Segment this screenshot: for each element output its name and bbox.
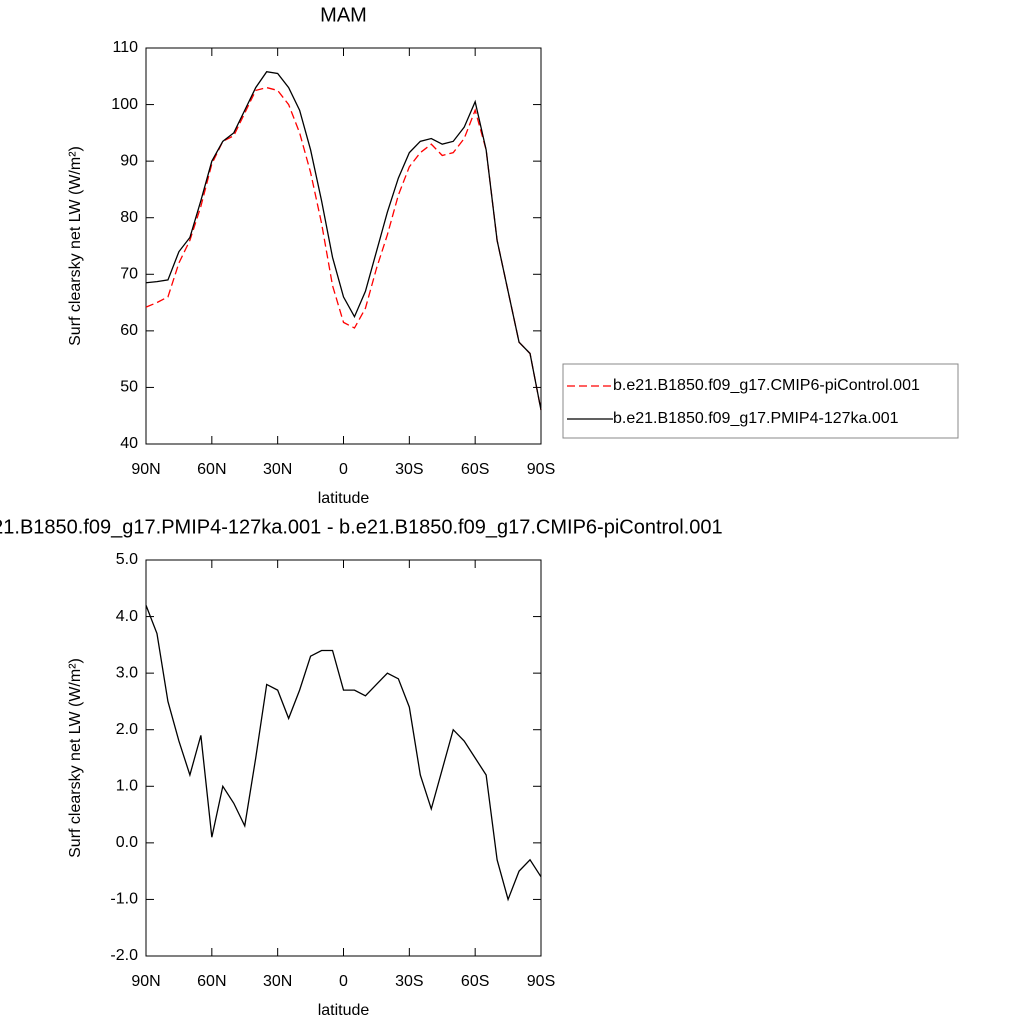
y-tick-label: 80 [120,209,138,226]
x-tick-label: 30N [263,461,292,478]
y-tick-label: -1.0 [110,891,138,908]
x-tick-label: 30S [395,973,423,990]
x-tick-label: 90S [527,461,555,478]
y-tick-label: 2.0 [116,721,138,738]
x-tick-label: 60S [461,973,489,990]
y-axis-label: Surf clearsky net LW (W/m²) [67,146,84,346]
plot-frame [145,47,542,445]
x-tick-label: 30S [395,461,423,478]
legend-label: b.e21.B1850.f09_g17.CMIP6-piControl.001 [613,377,920,394]
series-line [145,71,542,411]
x-tick-label: 90N [131,461,160,478]
series-line [145,605,542,902]
chart-title: MAM [320,4,367,26]
chart-title: b.e21.B1850.f09_g17.PMIP4-127ka.001 - b.… [0,516,723,538]
y-tick-label: 40 [120,435,138,452]
x-tick-label: 60N [197,973,226,990]
series-line [145,86,542,411]
y-tick-label: 5.0 [116,551,138,568]
y-tick-label: -2.0 [110,947,138,964]
x-tick-label: 60S [461,461,489,478]
y-tick-label: 90 [120,152,138,169]
y-tick-label: 60 [120,322,138,339]
y-tick-label: 3.0 [116,664,138,681]
x-tick-label: 0 [339,461,348,478]
y-axis-label: Surf clearsky net LW (W/m²) [67,658,84,858]
y-tick-label: 50 [120,379,138,396]
x-axis-label: latitude [318,490,370,507]
x-tick-label: 90S [527,973,555,990]
plot-frame [145,559,542,957]
y-tick-label: 1.0 [116,778,138,795]
x-tick-label: 0 [339,973,348,990]
y-tick-label: 0.0 [116,834,138,851]
x-tick-label: 60N [197,461,226,478]
legend-box [562,363,959,439]
x-axis-label: latitude [318,1002,370,1019]
x-tick-label: 90N [131,973,160,990]
y-tick-label: 70 [120,266,138,283]
x-tick-label: 30N [263,973,292,990]
legend-label: b.e21.B1850.f09_g17.PMIP4-127ka.001 [613,410,899,427]
y-tick-label: 4.0 [116,608,138,625]
y-tick-label: 110 [112,39,138,56]
y-tick-label: 100 [111,96,138,113]
